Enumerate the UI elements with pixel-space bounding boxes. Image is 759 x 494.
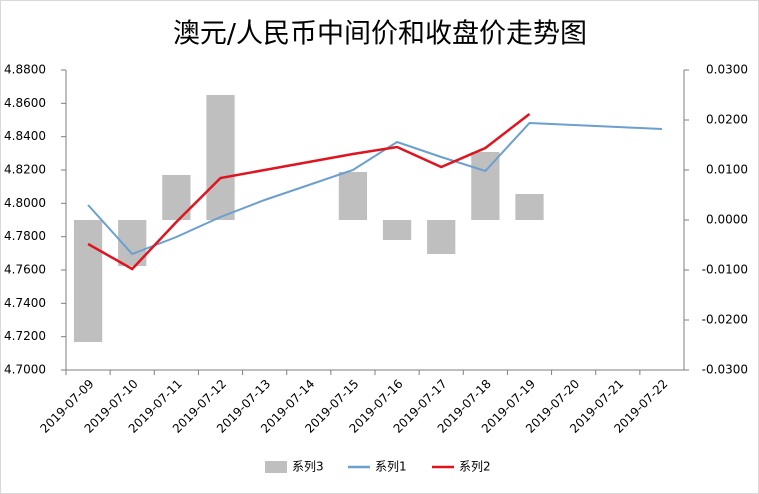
legend-label: 系列3 — [292, 460, 324, 474]
y-tick-label: 4.7800 — [4, 229, 46, 243]
bar — [73, 220, 103, 342]
y2-tick-label: -0.0200 — [702, 313, 748, 327]
y-tick-label: 4.8000 — [4, 196, 46, 210]
bar — [206, 95, 235, 220]
y-tick-label: 4.8400 — [4, 129, 46, 143]
bar — [338, 172, 368, 220]
bar — [471, 152, 500, 220]
y2-tick-label: -0.0100 — [702, 263, 748, 277]
y-tick-label: 4.7600 — [4, 263, 46, 277]
legend-label: 系列2 — [459, 460, 491, 474]
y2-tick-label: 0.0200 — [706, 113, 748, 127]
y2-tick-label: -0.0300 — [702, 363, 748, 377]
y-tick-label: 4.7000 — [4, 363, 46, 377]
line — [87, 121, 662, 256]
bar — [427, 220, 456, 254]
y-tick-label: 4.8800 — [4, 63, 46, 77]
bar — [382, 220, 412, 240]
y2-tick-label: 0.0300 — [706, 63, 748, 77]
bar — [515, 194, 544, 220]
chart-title: 澳元/人民币中间价和收盘价走势图 — [173, 19, 587, 50]
y-tick-label: 4.7400 — [4, 296, 46, 310]
y2-tick-label: 0.0100 — [706, 163, 748, 177]
legend-label: 系列1 — [375, 460, 407, 474]
legend-swatch — [265, 461, 287, 473]
y-tick-label: 4.7200 — [4, 329, 46, 343]
line — [87, 113, 531, 271]
y-tick-label: 4.8200 — [4, 163, 46, 177]
y-tick-label: 4.8600 — [4, 96, 46, 110]
y2-tick-label: 0.0000 — [706, 213, 748, 227]
